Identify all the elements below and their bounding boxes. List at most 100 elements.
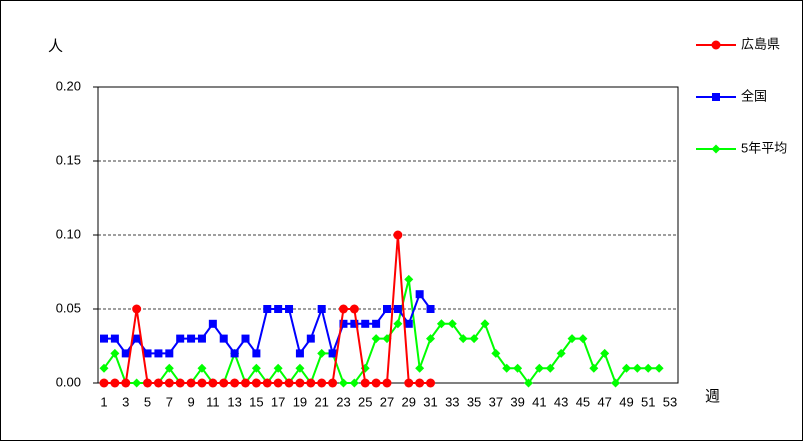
marker	[110, 348, 120, 358]
marker	[295, 349, 304, 358]
marker	[317, 305, 326, 313]
marker	[251, 378, 261, 388]
x-tick-label: 39	[510, 394, 524, 409]
marker	[110, 334, 119, 343]
marker	[262, 378, 272, 388]
marker	[458, 334, 468, 344]
marker	[393, 230, 403, 240]
marker	[632, 363, 642, 373]
x-tick-label: 7	[166, 394, 173, 409]
x-tick-label: 9	[187, 394, 194, 409]
marker	[306, 334, 315, 343]
legend-marker	[711, 144, 721, 154]
marker	[426, 378, 436, 388]
marker	[513, 363, 523, 373]
marker	[241, 378, 250, 388]
marker	[164, 378, 174, 388]
legend-marker	[712, 93, 720, 101]
x-tick-label: 11	[206, 394, 220, 409]
marker	[371, 334, 381, 344]
marker	[393, 319, 403, 329]
marker	[175, 378, 185, 388]
marker	[600, 348, 610, 358]
marker	[480, 319, 490, 329]
x-tick-label: 51	[641, 394, 655, 409]
marker	[643, 363, 653, 373]
marker	[415, 290, 424, 299]
marker	[383, 305, 391, 313]
marker	[404, 274, 414, 284]
marker	[132, 304, 142, 314]
marker	[371, 378, 381, 388]
marker	[230, 378, 240, 388]
marker	[654, 363, 664, 373]
marker	[339, 319, 348, 328]
marker	[230, 349, 239, 358]
marker	[187, 334, 196, 343]
marker	[393, 305, 402, 313]
x-tick-label: 19	[293, 394, 307, 409]
marker	[306, 378, 316, 388]
marker	[349, 378, 359, 388]
marker	[360, 378, 370, 388]
marker	[426, 334, 436, 344]
marker	[110, 378, 120, 388]
marker	[328, 378, 338, 388]
marker	[208, 378, 218, 388]
x-tick-label: 5	[144, 394, 151, 409]
marker	[502, 363, 512, 373]
legend-label: 5年平均	[741, 140, 787, 155]
legend-label: 広島県	[741, 36, 780, 51]
marker	[447, 319, 457, 329]
marker	[197, 363, 207, 373]
marker	[350, 319, 359, 328]
marker	[251, 363, 261, 373]
x-tick-label: 25	[358, 394, 372, 409]
series-line	[103, 279, 660, 386]
marker	[219, 378, 229, 388]
marker	[491, 348, 501, 358]
marker	[285, 305, 294, 313]
marker	[165, 349, 174, 358]
marker	[197, 378, 207, 388]
marker	[361, 319, 370, 328]
marker	[208, 319, 217, 328]
x-tick-label: 27	[380, 394, 394, 409]
marker	[99, 378, 109, 388]
marker	[99, 363, 109, 373]
marker	[611, 378, 621, 388]
y-tick-label: 0.15	[56, 152, 81, 167]
marker	[100, 334, 108, 343]
marker	[556, 348, 566, 358]
x-tick-label: 33	[445, 394, 459, 409]
x-tick-label: 47	[597, 394, 611, 409]
marker	[349, 304, 359, 314]
marker	[252, 349, 261, 358]
marker	[338, 378, 348, 388]
marker	[415, 363, 425, 373]
marker	[164, 363, 174, 373]
legend-label: 全国	[741, 88, 767, 103]
marker	[372, 319, 381, 328]
y-tick-label: 0.00	[56, 374, 81, 389]
marker	[328, 349, 337, 358]
marker	[176, 334, 185, 343]
marker	[382, 378, 392, 388]
marker	[219, 334, 228, 343]
marker	[186, 378, 196, 388]
marker	[274, 305, 283, 313]
marker	[132, 334, 141, 343]
marker	[524, 378, 533, 388]
x-tick-label: 15	[249, 394, 263, 409]
x-tick-label: 13	[227, 394, 241, 409]
x-tick-label: 1	[100, 394, 107, 409]
marker	[436, 319, 446, 329]
x-tick-label: 35	[467, 394, 481, 409]
marker	[197, 334, 206, 343]
x-tick-label: 29	[402, 394, 416, 409]
y-tick-label: 0.10	[56, 226, 81, 241]
marker	[567, 334, 577, 344]
x-axis-label: 週	[705, 388, 720, 405]
y-axis-label: 人	[48, 38, 63, 55]
